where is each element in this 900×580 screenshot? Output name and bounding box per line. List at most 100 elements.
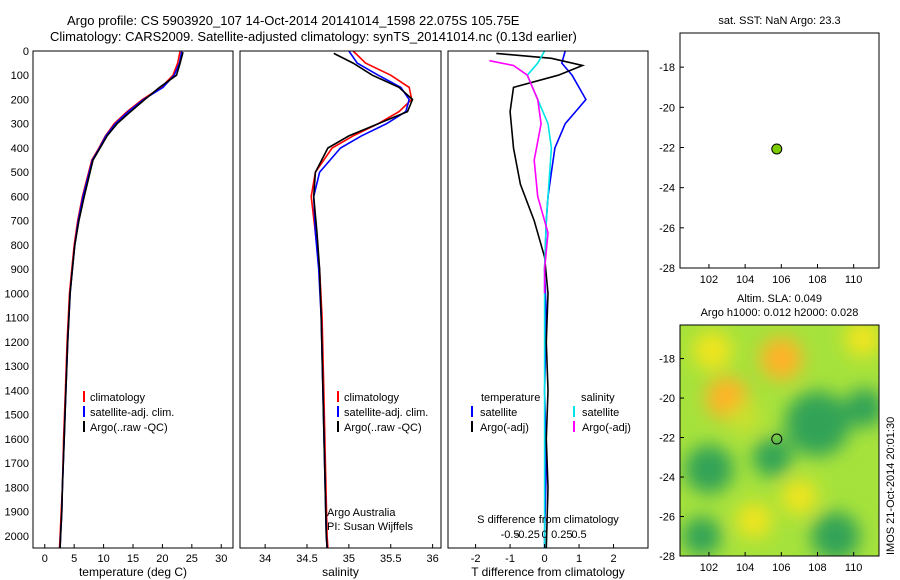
sst-xtick-label: 102 — [700, 274, 718, 286]
temp-xtick-label: 20 — [156, 553, 168, 565]
depth-tick-label: 1600 — [5, 434, 29, 446]
depth-tick-label: 300 — [11, 119, 29, 131]
sla-ytick-label: -20 — [659, 393, 675, 405]
temp-xlabel: temperature (deg C) — [79, 565, 187, 579]
diff-legend-label: satellite — [480, 407, 517, 419]
depth-tick-label: 100 — [11, 70, 29, 82]
sla-xtick-label: 104 — [736, 562, 754, 574]
diff-series-3-line — [489, 59, 549, 294]
sla-blob — [844, 388, 879, 428]
sal-xtick-label: 34.5 — [296, 553, 317, 565]
diff-xtick-top-label: 0.25 — [551, 529, 572, 541]
sla-float-marker — [771, 433, 783, 445]
sst-ytick-label: -28 — [659, 263, 675, 275]
diff-xtick-top-label: -0.25 — [515, 529, 540, 541]
sal-xtick-label: 34 — [259, 553, 271, 565]
depth-tick-label: 1700 — [5, 458, 29, 470]
diff-legend-temp-title: temperature — [481, 392, 540, 404]
depth-tick-label: 800 — [11, 240, 29, 252]
imos-watermark: IMOS 21-Oct-2014 20:01:30 — [885, 417, 897, 555]
depth-tick-label: 1100 — [5, 313, 29, 325]
sst-ytick-label: -24 — [659, 183, 675, 195]
sla-blob — [811, 511, 860, 556]
sal-frame — [239, 50, 442, 549]
depth-tick-label: 1900 — [5, 507, 29, 519]
diff-xtick-top-label: 0 — [541, 529, 547, 541]
sal-annotation: PI: Susan Wijffels — [327, 521, 413, 533]
sla-blob — [784, 391, 851, 457]
diff-legend-label: Argo(-adj) — [480, 422, 529, 434]
depth-tick-label: 1200 — [5, 337, 29, 349]
temp-xtick-label: 30 — [215, 553, 227, 565]
sla-blob — [693, 331, 733, 371]
sal-legend-label: satellite-adj. clim. — [344, 407, 428, 419]
depth-tick-label: 0 — [23, 46, 29, 58]
temp-legend-label: Argo(..raw -QC) — [90, 422, 168, 434]
profiles-layer: 0100200300400500600700800900100011001200… — [5, 46, 649, 579]
sal-xlabel: salinity — [322, 565, 359, 579]
depth-tick-label: 400 — [11, 143, 29, 155]
sal-series-0-line — [310, 50, 413, 549]
diff-xlabel-top: S difference from climatology — [477, 514, 619, 526]
temp-legend-label: climatology — [90, 392, 146, 404]
sla-xtick-label: 106 — [772, 562, 790, 574]
temp-xtick-label: 5 — [71, 553, 77, 565]
diff-xtick-label: 0 — [541, 553, 547, 565]
diff-panel: -2 -1 0 1 2T difference from climatology S di… — [447, 50, 649, 579]
depth-tick-label: 900 — [11, 264, 29, 276]
sal-plot-bg — [240, 51, 441, 548]
sla-ytick-label: -18 — [659, 354, 675, 366]
sla-title-2: Argo h1000: 0.012 h2000: 0.028 — [701, 307, 859, 319]
sla-blobs — [682, 325, 879, 556]
temp-xtick-label: 0 — [42, 553, 48, 565]
sst-map-panel: 102 104 106 108 110 -18 -20 -22 -24 -26 -28 sat. SS… — [659, 15, 880, 286]
depth-tick-label: 1800 — [5, 482, 29, 494]
sla-blob — [682, 516, 722, 556]
sal-legend-label: climatology — [344, 392, 400, 404]
sla-blob — [760, 337, 803, 380]
sst-ytick-label: -22 — [659, 142, 675, 154]
sla-ytick-label: -24 — [659, 472, 675, 484]
sla-blob — [684, 444, 734, 494]
sla-blob — [736, 502, 773, 539]
temp-xtick-label: 15 — [127, 553, 139, 565]
diff-xlabel: T difference from climatology — [471, 565, 625, 579]
sst-xtick-label: 106 — [772, 274, 790, 286]
diff-xtick-label: -1 — [505, 553, 515, 565]
diff-xtick-label: -2 — [471, 553, 481, 565]
temp-panel: 0 5 10 15 20 25 30 temperature (deg C) climatolo… — [32, 50, 234, 579]
sst-title: sat. SST: NaN Argo: 23.3 — [718, 15, 840, 27]
depth-tick-label: 200 — [11, 94, 29, 106]
sla-blob — [752, 437, 792, 477]
sla-blob — [781, 478, 818, 515]
sla-blob — [728, 401, 762, 435]
sal-xtick-label: 35.5 — [380, 553, 401, 565]
maps-layer: 102 104 106 108 110 -18 -20 -22 -24 -26 -28 sat. SS… — [659, 15, 880, 574]
depth-tick-label: 1500 — [5, 410, 29, 422]
sal-xtick-label: 35 — [343, 553, 355, 565]
diff-series-0-line — [543, 50, 587, 548]
depth-tick-label: 600 — [11, 191, 29, 203]
sla-ytick-label: -22 — [659, 433, 675, 445]
temp-xtick-label: 10 — [97, 553, 109, 565]
diff-frame — [447, 50, 649, 549]
diff-legend-sal-title: salinity — [581, 392, 615, 404]
sst-ytick-label: -26 — [659, 223, 675, 235]
sst-ytick-label: -18 — [659, 62, 675, 74]
depth-tick-label: 500 — [11, 167, 29, 179]
sst-xtick-label: 110 — [845, 274, 863, 286]
sla-xtick-label: 102 — [700, 562, 718, 574]
temp-series-2-line — [59, 51, 184, 549]
diff-xtick-top-label: -0.5 — [501, 529, 520, 541]
depth-tick-label: 2000 — [5, 531, 29, 543]
sal-annotation: Argo Australia — [327, 507, 396, 519]
diff-xtick-label: 1 — [576, 553, 582, 565]
temp-plot-bg — [33, 51, 233, 548]
header-line-1: Argo profile: CS 5903920_107 14-Oct-2014… — [67, 13, 520, 28]
temp-xtick-label: 25 — [186, 553, 198, 565]
sst-xtick-label: 108 — [808, 274, 826, 286]
sla-map-frame — [679, 324, 880, 557]
sst-map-frame — [679, 32, 880, 269]
header-line-2: Climatology: CARS2009. Satellite-adjuste… — [50, 29, 577, 44]
